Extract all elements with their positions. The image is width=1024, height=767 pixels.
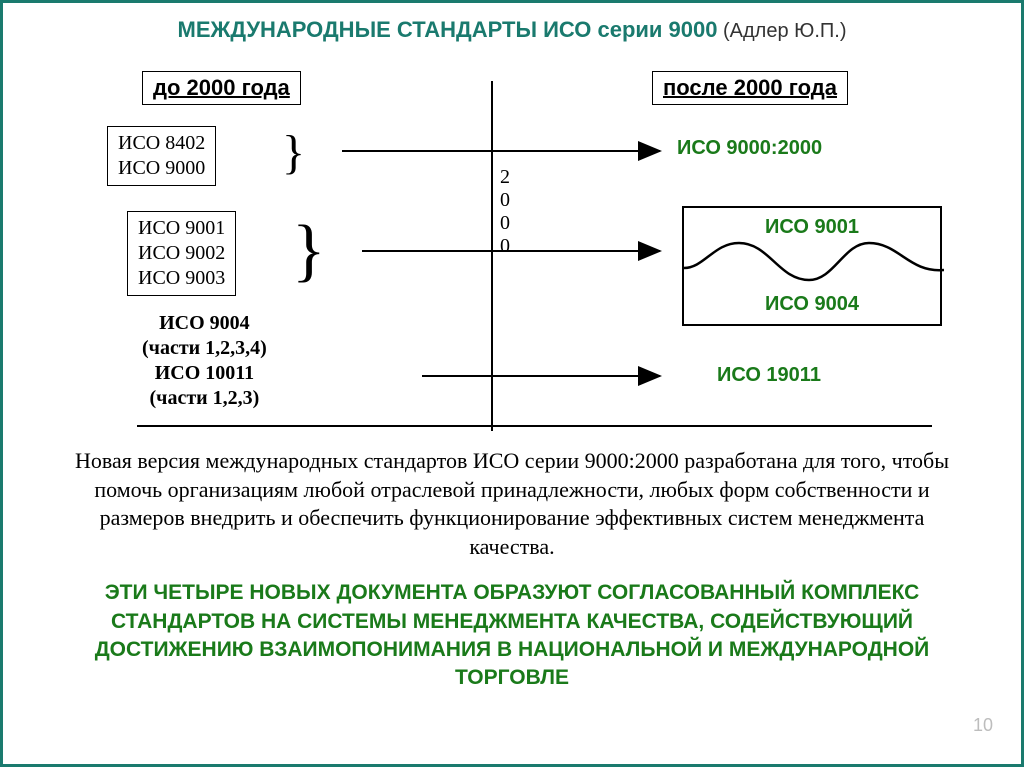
right-r3: ИСО 19011 [717, 363, 821, 388]
r2-bot: ИСО 9004 [684, 293, 940, 316]
right-pair-box: ИСО 9001 ИСО 9004 [682, 206, 942, 326]
g1-l1: ИСО 8402 [118, 131, 205, 156]
g2-l3: ИСО 9003 [138, 266, 225, 291]
title-row: МЕЖДУНАРОДНЫЕ СТАНДАРТЫ ИСО серии 9000 (… [3, 3, 1021, 43]
g3-l2: (части 1,2,3,4) [142, 336, 267, 361]
brace-1: } [282, 129, 305, 177]
g1-l2: ИСО 9000 [118, 156, 205, 181]
g3-l1: ИСО 9004 [142, 311, 267, 336]
g2-l2: ИСО 9002 [138, 241, 225, 266]
left-group-3: ИСО 9004 (части 1,2,3,4) ИСО 10011 (част… [142, 311, 267, 411]
header-after-text: после 2000 года [663, 75, 837, 100]
header-after: после 2000 года [652, 71, 848, 105]
axis-year: 2 0 0 0 [500, 166, 510, 258]
r1-text: ИСО 9000:2000 [677, 137, 822, 159]
header-before-text: до 2000 года [153, 75, 290, 100]
left-group-2: ИСО 9001 ИСО 9002 ИСО 9003 [127, 211, 236, 296]
title-author: (Адлер Ю.П.) [723, 20, 847, 42]
right-r1: ИСО 9000:2000 [677, 136, 822, 161]
page-number: 10 [973, 715, 993, 736]
axis-c4: 0 [500, 235, 510, 258]
axis-c2: 0 [500, 189, 510, 212]
g2-l1: ИСО 9001 [138, 216, 225, 241]
axis-c1: 2 [500, 166, 510, 189]
brace-2: } [292, 216, 326, 286]
g3-l3: ИСО 10011 [142, 361, 267, 386]
r3-text: ИСО 19011 [717, 364, 821, 386]
diagram-area: до 2000 года после 2000 года ИСО 8402 ИС… [32, 51, 992, 441]
title-main: МЕЖДУНАРОДНЫЕ СТАНДАРТЫ ИСО серии 9000 [178, 17, 718, 42]
left-group-1: ИСО 8402 ИСО 9000 [107, 126, 216, 186]
g3-l4: (части 1,2,3) [142, 386, 267, 411]
body-paragraph: Новая версия международных стандартов ИС… [62, 447, 962, 561]
header-before: до 2000 года [142, 71, 301, 105]
axis-c3: 0 [500, 212, 510, 235]
conclusion-text: ЭТИ ЧЕТЫРЕ НОВЫХ ДОКУМЕНТА ОБРАЗУЮТ СОГЛ… [52, 579, 972, 692]
